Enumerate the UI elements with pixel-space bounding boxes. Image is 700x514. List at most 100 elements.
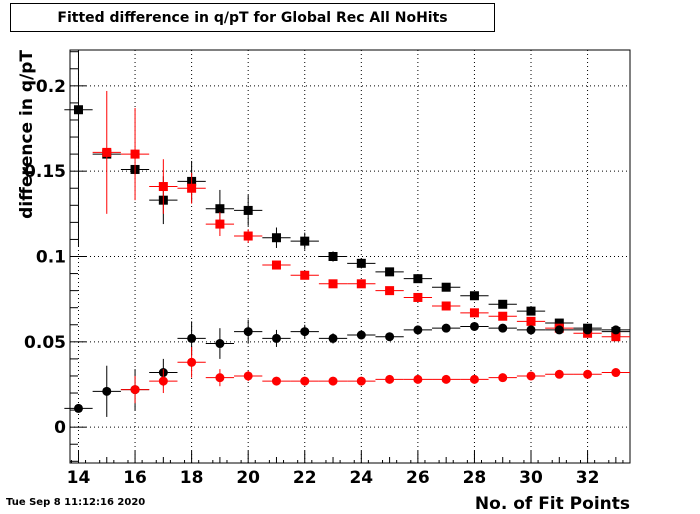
data-point bbox=[460, 308, 489, 318]
data-point bbox=[234, 370, 263, 382]
data-point bbox=[120, 375, 150, 404]
data-point bbox=[460, 321, 489, 331]
data-point bbox=[516, 371, 546, 381]
data-point bbox=[601, 368, 630, 378]
circle-marker bbox=[271, 333, 281, 343]
data-point bbox=[347, 376, 376, 386]
data-point bbox=[347, 258, 376, 269]
data-point bbox=[573, 325, 602, 335]
square-marker bbox=[328, 252, 338, 261]
square-marker bbox=[611, 332, 621, 342]
data-point bbox=[262, 227, 291, 248]
data-point bbox=[262, 376, 291, 386]
data-point bbox=[149, 369, 178, 394]
square-marker bbox=[215, 204, 225, 214]
circle-marker bbox=[158, 376, 168, 386]
square-marker bbox=[328, 279, 338, 289]
x-tick-label: 22 bbox=[293, 468, 317, 488]
square-marker bbox=[271, 233, 281, 243]
data-point bbox=[488, 323, 517, 333]
data-point bbox=[432, 323, 461, 333]
circle-marker bbox=[102, 386, 112, 396]
x-tick-label: 16 bbox=[123, 468, 147, 488]
data-point bbox=[92, 90, 121, 214]
x-tick-label: 24 bbox=[349, 468, 373, 488]
data-point bbox=[318, 279, 348, 289]
circle-marker bbox=[498, 323, 508, 333]
circle-marker bbox=[611, 368, 621, 378]
data-point bbox=[290, 376, 319, 386]
circle-marker bbox=[328, 376, 338, 386]
data-point bbox=[64, 403, 93, 413]
timestamp: Tue Sep 8 11:12:16 2020 bbox=[6, 497, 146, 508]
data-point bbox=[234, 195, 263, 226]
circle-marker bbox=[215, 373, 225, 383]
data-point bbox=[432, 374, 461, 384]
square-marker bbox=[498, 311, 508, 321]
data-point bbox=[177, 346, 206, 378]
circle-marker bbox=[413, 325, 423, 335]
circle-marker bbox=[611, 325, 621, 335]
circle-marker bbox=[130, 385, 140, 395]
circle-marker bbox=[526, 325, 536, 335]
data-point bbox=[488, 299, 517, 309]
square-marker bbox=[413, 292, 423, 302]
circle-marker bbox=[187, 357, 197, 367]
data-point bbox=[375, 374, 404, 384]
data-point bbox=[205, 328, 235, 359]
circle-marker bbox=[300, 376, 310, 386]
data-point bbox=[120, 108, 150, 201]
circle-marker bbox=[554, 325, 564, 335]
circle-marker bbox=[469, 374, 479, 384]
x-tick-label: 14 bbox=[67, 468, 91, 488]
square-marker bbox=[413, 274, 423, 284]
square-marker bbox=[130, 149, 140, 159]
data-point bbox=[318, 376, 348, 386]
data-point bbox=[347, 279, 376, 289]
data-point bbox=[403, 374, 433, 384]
data-point bbox=[205, 212, 235, 237]
data-point bbox=[516, 325, 546, 335]
data-point bbox=[262, 329, 291, 347]
circle-marker bbox=[441, 374, 451, 384]
y-tick-label: 0.1 bbox=[36, 248, 66, 268]
data-point bbox=[290, 324, 319, 339]
square-marker bbox=[73, 105, 83, 115]
data-point bbox=[460, 291, 489, 301]
data-point bbox=[318, 333, 348, 344]
data-point bbox=[205, 369, 235, 387]
square-marker bbox=[158, 182, 168, 192]
data-point bbox=[601, 325, 630, 335]
y-tick-label: 0.15 bbox=[24, 162, 66, 182]
circle-marker bbox=[243, 371, 253, 381]
chart-title: Fitted difference in q/pT for Global Rec… bbox=[10, 3, 495, 32]
data-point bbox=[234, 229, 263, 243]
y-tick-label: 0 bbox=[54, 418, 66, 438]
x-tick-label: 20 bbox=[236, 468, 260, 488]
square-marker bbox=[300, 270, 310, 280]
circle-marker bbox=[328, 333, 338, 343]
x-tick-label: 32 bbox=[576, 468, 600, 488]
circle-marker bbox=[441, 323, 451, 333]
circle-marker bbox=[469, 321, 479, 331]
square-marker bbox=[187, 183, 197, 193]
x-tick-label: 30 bbox=[519, 468, 543, 488]
square-marker bbox=[356, 279, 366, 289]
square-marker bbox=[243, 231, 253, 241]
y-tick-label: 0.2 bbox=[36, 77, 66, 97]
circle-marker bbox=[554, 369, 564, 379]
circle-marker bbox=[271, 376, 281, 386]
data-point bbox=[460, 374, 489, 384]
square-marker bbox=[469, 291, 479, 301]
data-point bbox=[64, 50, 93, 247]
y-axis-label: difference in q/pT bbox=[17, 50, 37, 219]
square-marker bbox=[271, 260, 281, 270]
square-marker bbox=[300, 236, 310, 246]
data-marks bbox=[64, 50, 630, 417]
data-point bbox=[545, 369, 574, 379]
circle-marker bbox=[526, 371, 536, 381]
circle-marker bbox=[187, 333, 197, 343]
data-point bbox=[403, 274, 433, 284]
data-point bbox=[516, 316, 546, 326]
